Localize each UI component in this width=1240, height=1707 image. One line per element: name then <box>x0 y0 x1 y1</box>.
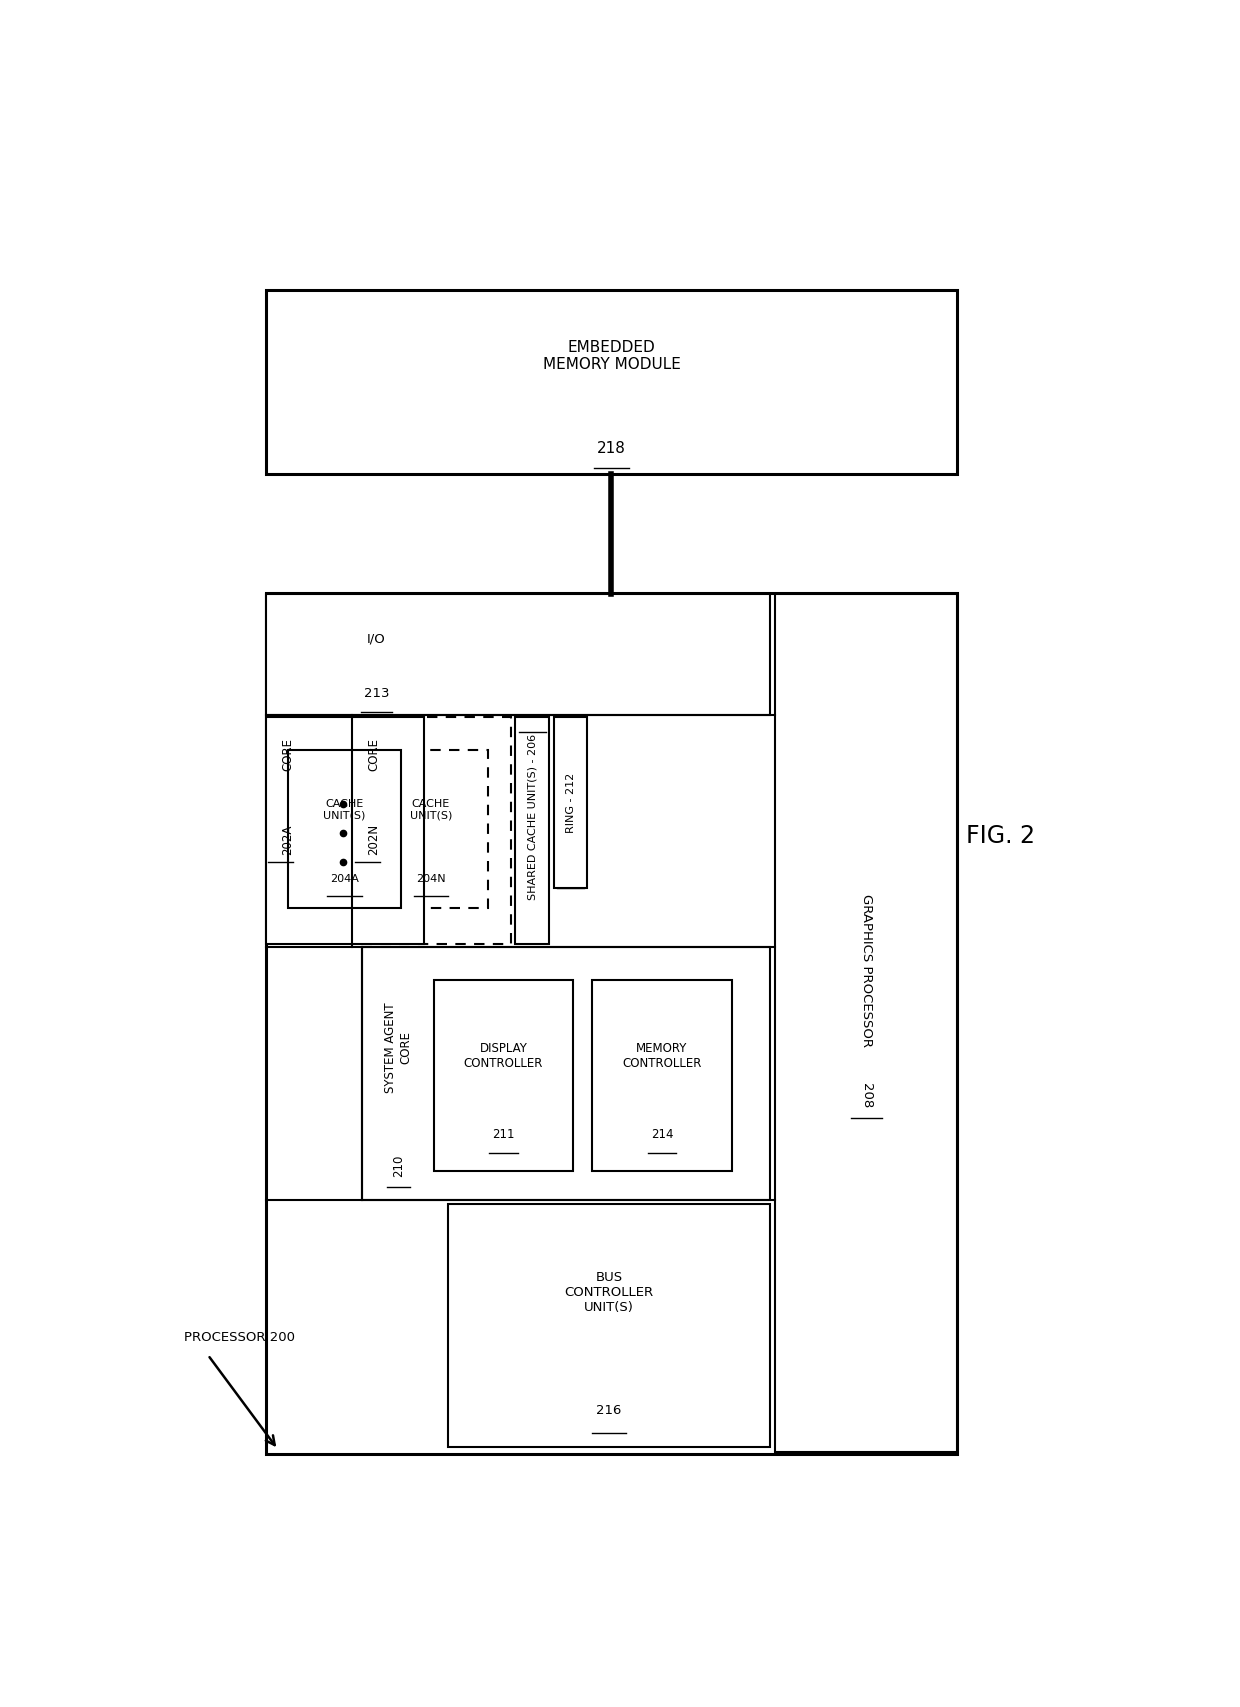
Text: I/O: I/O <box>367 632 386 645</box>
Text: 218: 218 <box>596 440 626 456</box>
Text: 204A: 204A <box>330 874 358 884</box>
Bar <box>516 717 549 944</box>
Text: DISPLAY
CONTROLLER: DISPLAY CONTROLLER <box>464 1041 543 1070</box>
Text: MEMORY
CONTROLLER: MEMORY CONTROLLER <box>622 1041 702 1070</box>
Bar <box>434 980 573 1171</box>
Text: PROCESSOR 200: PROCESSOR 200 <box>184 1331 295 1345</box>
Text: 214: 214 <box>651 1128 673 1142</box>
Bar <box>265 594 770 715</box>
Text: GRAPHICS PROCESSOR: GRAPHICS PROCESSOR <box>859 894 873 1046</box>
Bar <box>265 717 424 944</box>
Text: 211: 211 <box>492 1128 515 1142</box>
Text: SHARED CACHE UNIT(S) - 206: SHARED CACHE UNIT(S) - 206 <box>527 734 537 900</box>
Bar <box>593 980 732 1171</box>
Bar <box>775 594 957 1453</box>
Text: 202N: 202N <box>367 824 381 855</box>
Bar <box>352 717 511 944</box>
Bar <box>362 947 770 1200</box>
Text: EMBEDDED
MEMORY MODULE: EMBEDDED MEMORY MODULE <box>543 340 681 372</box>
Text: 216: 216 <box>596 1405 621 1417</box>
Text: 202A: 202A <box>281 824 294 855</box>
Text: CACHE
UNIT(S): CACHE UNIT(S) <box>324 799 366 821</box>
Text: CACHE
UNIT(S): CACHE UNIT(S) <box>409 799 453 821</box>
Text: SYSTEM AGENT
CORE: SYSTEM AGENT CORE <box>384 1002 412 1092</box>
Bar <box>265 592 957 1453</box>
Bar <box>374 751 487 908</box>
Text: CORE: CORE <box>367 737 381 772</box>
Text: RING - 212: RING - 212 <box>565 773 575 833</box>
Text: CORE: CORE <box>281 737 294 772</box>
Bar <box>265 290 957 475</box>
Bar <box>554 717 588 888</box>
Text: BUS
CONTROLLER
UNIT(S): BUS CONTROLLER UNIT(S) <box>564 1272 653 1314</box>
Bar <box>448 1203 770 1448</box>
Text: 204N: 204N <box>415 874 445 884</box>
Text: 210: 210 <box>392 1154 404 1176</box>
Text: FIG. 2: FIG. 2 <box>966 824 1035 848</box>
Text: 213: 213 <box>363 688 389 700</box>
Text: 208: 208 <box>859 1082 873 1108</box>
Bar <box>288 751 401 908</box>
